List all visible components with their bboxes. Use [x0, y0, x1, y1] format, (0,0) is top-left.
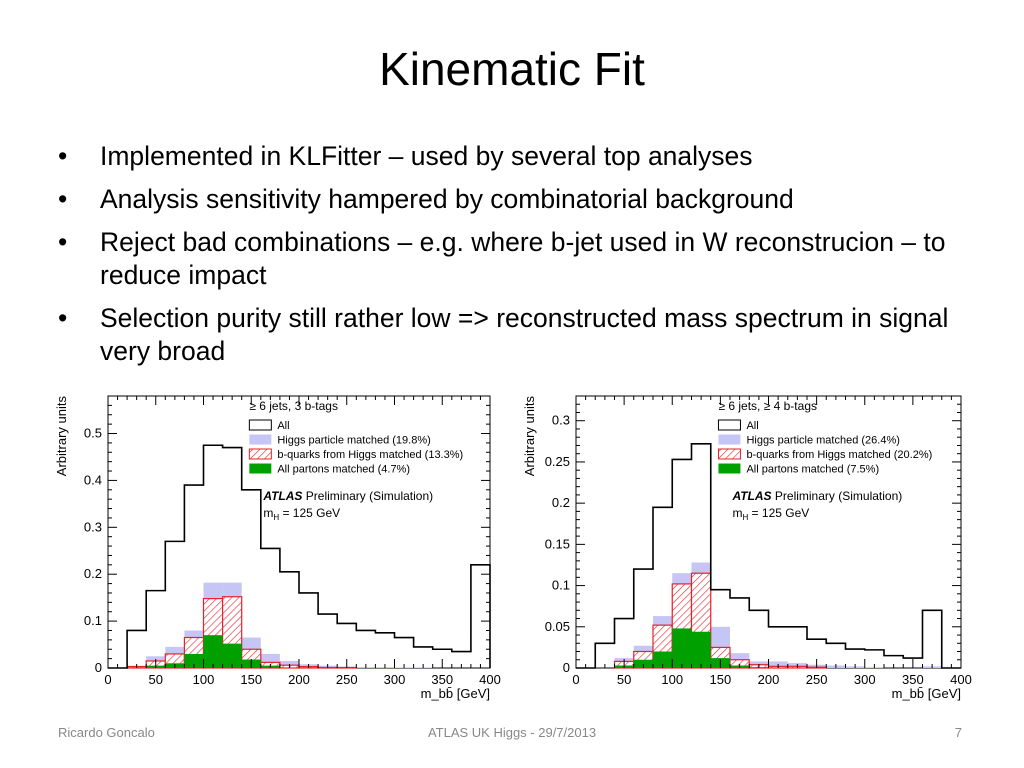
histogram-line-all: [576, 443, 961, 669]
y-tick-label: 0.5: [84, 426, 102, 441]
x-tick-label: 200: [758, 672, 780, 687]
y-tick-label: 0.3: [552, 413, 570, 428]
slide-title: Kinematic Fit: [379, 43, 645, 95]
x-tick-label: 400: [479, 672, 501, 687]
y-axis-label: Arbitrary units: [54, 396, 69, 477]
y-axis-label: Arbitrary units: [522, 396, 537, 477]
legend-higgs-particle-swatch: [718, 434, 741, 445]
legend-partons-swatch: [718, 463, 741, 474]
histogram-left-svg: 0 50 100 150 200 250 300 350 400 0 0.1 0.2 0.3 0.4 0.5…: [54, 395, 501, 701]
footer-page-number: 7: [954, 725, 962, 740]
x-tick-label: 350: [902, 672, 924, 687]
atlas-label-sub: Preliminary (Simulation): [775, 489, 902, 503]
histogram-left: 0 50 100 150 200 250 300 350 400 0 0.1 0.2 0.3 0.4 0.5…: [50, 390, 502, 710]
y-tick-label: 0.1: [552, 578, 570, 593]
legend-bquarks-swatch: [717, 448, 741, 460]
atlas-label-bold: ATLAS: [731, 489, 774, 503]
category-label: ≥ 6 jets, 3 b-tags: [249, 399, 338, 413]
histogram-right-svg: 0 50 100 150 200 250 300 350 400 0 0.05 0.1 0.15 0.2 0…: [522, 395, 972, 701]
y-tick-label: 0: [95, 660, 102, 675]
x-tick-label: 150: [710, 672, 732, 687]
histogram-bar-partons: [222, 643, 242, 668]
y-tick-label: 0.05: [545, 619, 570, 634]
x-tick-label: 50: [617, 672, 631, 687]
x-tick-label: 100: [661, 672, 683, 687]
mass-label-sub: H: [273, 513, 279, 522]
legend-partons-swatch: [249, 463, 272, 474]
mass-label-value: = 125 GeV: [748, 506, 809, 520]
x-tick-label: 300: [384, 672, 406, 687]
histogram-bar-partons: [691, 631, 711, 668]
x-tick-label: 0: [572, 672, 579, 687]
y-tick-label: 0.3: [84, 519, 102, 534]
legend-all-label: All: [746, 420, 758, 432]
x-tick-label: 400: [950, 672, 972, 687]
category-label: ≥ 6 jets, ≥ 4 b-tags: [718, 399, 817, 413]
x-axis-label: m_bb̄ [GeV]: [892, 686, 961, 701]
mass-label: mH = 125 GeV: [263, 506, 340, 522]
footer-author: Ricardo Goncalo: [58, 725, 155, 740]
histogram-right: 0 50 100 150 200 250 300 350 400 0 0.05 0.1 0.15 0.2 0…: [518, 390, 978, 710]
x-axis-label: m_bb̄ [GeV]: [421, 686, 490, 701]
x-tick-label: 250: [806, 672, 828, 687]
legend-higgs-particle-swatch: [249, 434, 272, 445]
y-tick-label: 0.15: [545, 536, 570, 551]
histogram-bar-partons: [203, 635, 223, 668]
mass-label-m: m: [732, 506, 742, 520]
legend-higgs-particle-label: Higgs particle matched (26.4%): [746, 435, 899, 447]
y-tick-label: 0: [563, 660, 570, 675]
bullet-list: Implemented in KLFitter – used by severa…: [58, 140, 978, 378]
y-tick-label: 0.1: [84, 613, 102, 628]
footer-event: ATLAS UK Higgs - 29/7/2013: [427, 725, 597, 740]
plot-frame: [107, 395, 491, 669]
x-tick-label: 100: [193, 672, 215, 687]
x-tick-label: 150: [240, 672, 262, 687]
x-tick-label: 200: [288, 672, 310, 687]
mass-label-value: = 125 GeV: [279, 506, 340, 520]
x-tick-label: 0: [104, 672, 111, 687]
mass-label: mH = 125 GeV: [732, 506, 809, 522]
legend-all-label: All: [277, 420, 289, 432]
atlas-label-bold: ATLAS: [262, 489, 305, 503]
legend-bquarks-label: b-quarks from Higgs matched (13.3%): [277, 449, 463, 461]
legend-all-swatch: [717, 419, 741, 431]
x-tick-label: 250: [336, 672, 358, 687]
x-tick-label: 50: [149, 672, 163, 687]
legend-higgs-particle-label: Higgs particle matched (19.8%): [277, 435, 430, 447]
y-tick-label: 0.25: [545, 454, 570, 469]
bullet-item: Selection purity still rather low => rec…: [58, 302, 978, 368]
histogram-bar-partons: [184, 653, 204, 668]
histogram-bar-partons: [653, 651, 673, 668]
histogram-bar-partons: [672, 628, 692, 668]
atlas-label-sub: Preliminary (Simulation): [306, 489, 433, 503]
legend-partons-label: All partons matched (7.5%): [746, 464, 879, 476]
histogram-bar-partons: [633, 659, 653, 668]
legend-bquarks-swatch: [248, 448, 272, 460]
y-tick-label: 0.2: [84, 566, 102, 581]
mass-label-m: m: [263, 506, 273, 520]
bullet-item: Reject bad combinations – e.g. where b-j…: [58, 226, 978, 292]
bullet-item: Analysis sensitivity hampered by combina…: [58, 183, 978, 216]
atlas-label: ATLAS Preliminary (Simulation): [731, 489, 902, 503]
legend-partons-label: All partons matched (4.7%): [277, 464, 410, 476]
legend-bquarks-label: b-quarks from Higgs matched (20.2%): [746, 449, 932, 461]
bullet-item: Implemented in KLFitter – used by severa…: [58, 140, 978, 173]
x-tick-label: 300: [854, 672, 876, 687]
mass-label-sub: H: [742, 513, 748, 522]
y-tick-label: 0.2: [552, 495, 570, 510]
y-tick-label: 0.4: [84, 472, 102, 487]
atlas-label: ATLAS Preliminary (Simulation): [262, 489, 433, 503]
x-tick-label: 350: [431, 672, 453, 687]
histogram-line-all: [108, 444, 491, 669]
legend-all-swatch: [248, 419, 272, 431]
